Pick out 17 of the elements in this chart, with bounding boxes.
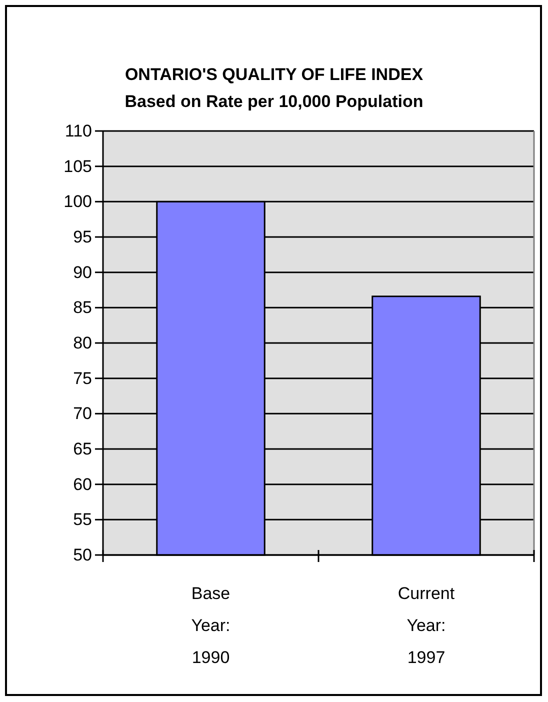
y-tick-label: 75 — [73, 368, 92, 388]
y-tick-label: 80 — [73, 333, 92, 352]
chart-subtitle: Based on Rate per 10,000 Population — [124, 92, 424, 111]
y-tick-label: 50 — [73, 545, 92, 564]
y-tick-label: 85 — [73, 298, 92, 318]
y-tick-label: 105 — [64, 156, 92, 176]
y-tick-label: 55 — [73, 510, 92, 530]
y-tick-label: 65 — [73, 439, 92, 458]
y-tick-label: 110 — [64, 121, 92, 140]
y-tick-label: 90 — [73, 262, 92, 282]
y-tick-label: 95 — [73, 227, 92, 246]
x-tick-label: Current Year: 1997 — [398, 584, 455, 667]
y-tick-label: 60 — [73, 474, 92, 494]
x-tick-label: Base Year: 1990 — [191, 584, 230, 667]
y-tick-label: 100 — [64, 192, 92, 212]
chart-title: ONTARIO'S QUALITY OF LIFE INDEX — [124, 65, 424, 84]
y-tick-label: 70 — [73, 404, 92, 424]
